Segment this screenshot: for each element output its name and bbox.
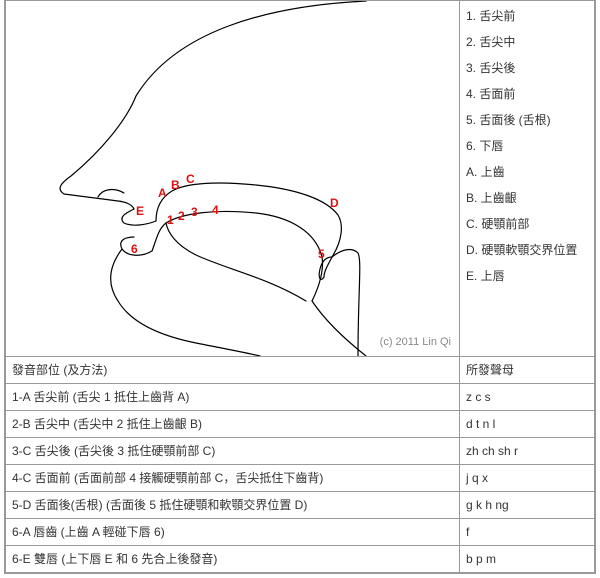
diagram-label-E: E: [136, 205, 144, 217]
cell-articulation: 1-A 舌尖前 (舌尖 1 抵住上齒背 A): [6, 384, 460, 411]
legend-item: 4. 舌面前: [466, 85, 588, 103]
diagram-label-1: 1: [167, 214, 174, 226]
legend-item: C. 硬顎前部: [466, 215, 588, 233]
legend-list: 1. 舌尖前 2. 舌尖中 3. 舌尖後 4. 舌面前 5. 舌面後 (舌根) 6. 下唇…: [466, 7, 588, 285]
diagram-label-D: D: [330, 197, 339, 209]
diagram-label-2: 2: [178, 210, 185, 222]
sagittal-head-diagram: ABC D E 123 4 5 6 (c) 2011 Lin Qi: [6, 1, 459, 356]
cell-articulation: 3-C 舌尖後 (舌尖後 3 抵住硬顎前部 C): [6, 438, 460, 465]
table-row: 6-E 雙唇 (上下唇 E 和 6 先合上後發音)b p m: [6, 546, 595, 573]
articulation-table: ABC D E 123 4 5 6 (c) 2011 Lin Qi 1. 舌尖前 2. 舌尖中…: [5, 0, 595, 573]
diagram-label-B: B: [171, 179, 180, 191]
diagram-cell: ABC D E 123 4 5 6 (c) 2011 Lin Qi: [6, 1, 460, 357]
table-row: 3-C 舌尖後 (舌尖後 3 抵住硬顎前部 C)zh ch sh r: [6, 438, 595, 465]
cell-initials: j q x: [460, 465, 595, 492]
table-row: 2-B 舌尖中 (舌尖中 2 抵住上齒齦 B)d t n l: [6, 411, 595, 438]
legend-item: 1. 舌尖前: [466, 7, 588, 25]
diagram-label-3: 3: [191, 206, 198, 218]
legend-item: E. 上唇: [466, 267, 588, 285]
table-row: 4-C 舌面前 (舌面前部 4 接觸硬顎前部 C，舌尖抵住下齒背)j q x: [6, 465, 595, 492]
legend-item: A. 上齒: [466, 163, 588, 181]
cell-initials: f: [460, 519, 595, 546]
cell-articulation: 6-E 雙唇 (上下唇 E 和 6 先合上後發音): [6, 546, 460, 573]
diagram-label-C: C: [186, 173, 195, 185]
legend-item: 3. 舌尖後: [466, 59, 588, 77]
diagram-credit: (c) 2011 Lin Qi: [380, 334, 451, 351]
cell-articulation: 2-B 舌尖中 (舌尖中 2 抵住上齒齦 B): [6, 411, 460, 438]
cell-initials: g k h ng: [460, 492, 595, 519]
legend-cell: 1. 舌尖前 2. 舌尖中 3. 舌尖後 4. 舌面前 5. 舌面後 (舌根) 6. 下唇…: [460, 1, 595, 357]
cell-articulation: 5-D 舌面後(舌根) (舌面後 5 抵住硬顎和軟顎交界位置 D): [6, 492, 460, 519]
cell-initials: z c s: [460, 384, 595, 411]
cell-articulation: 4-C 舌面前 (舌面前部 4 接觸硬顎前部 C，舌尖抵住下齒背): [6, 465, 460, 492]
diagram-label-6: 6: [131, 243, 138, 255]
table-header-row: 發音部位 (及方法) 所發聲母: [6, 357, 595, 384]
cell-articulation: 6-A 唇齒 (上齒 A 輕碰下唇 6): [6, 519, 460, 546]
header-articulation: 發音部位 (及方法): [6, 357, 460, 384]
cell-initials: b p m: [460, 546, 595, 573]
cell-initials: zh ch sh r: [460, 438, 595, 465]
legend-item: 5. 舌面後 (舌根): [466, 111, 588, 129]
table-row: 1-A 舌尖前 (舌尖 1 抵住上齒背 A)z c s: [6, 384, 595, 411]
diagram-label-4: 4: [212, 204, 219, 216]
head-outline-svg: [6, 1, 461, 356]
legend-item: 2. 舌尖中: [466, 33, 588, 51]
header-initials: 所發聲母: [460, 357, 595, 384]
cell-initials: d t n l: [460, 411, 595, 438]
diagram-label-A: A: [158, 187, 167, 199]
table-row: 5-D 舌面後(舌根) (舌面後 5 抵住硬顎和軟顎交界位置 D)g k h n…: [6, 492, 595, 519]
legend-item: 6. 下唇: [466, 137, 588, 155]
diagram-label-5: 5: [318, 248, 325, 260]
legend-item: D. 硬顎軟顎交界位置: [466, 241, 588, 259]
legend-item: B. 上齒齦: [466, 189, 588, 207]
table-row: 6-A 唇齒 (上齒 A 輕碰下唇 6)f: [6, 519, 595, 546]
